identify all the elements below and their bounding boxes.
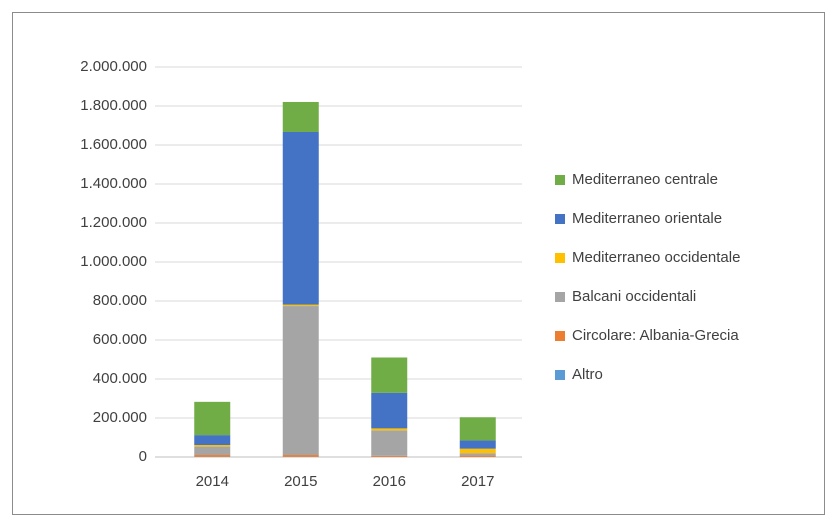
legend-swatch	[555, 331, 565, 341]
legend-label: Mediterraneo orientale	[572, 210, 722, 227]
y-tick-label: 0	[139, 448, 147, 465]
y-tick-label: 200.000	[93, 409, 147, 426]
legend-swatch	[555, 253, 565, 263]
bar-segment	[194, 402, 230, 435]
bar-segment	[283, 305, 319, 306]
bar-segment	[283, 306, 319, 455]
legend-label: Balcani occidentali	[572, 288, 696, 305]
legend-label: Mediterraneo centrale	[572, 171, 718, 188]
y-tick-label: 800.000	[93, 292, 147, 309]
y-tick-label: 1.600.000	[80, 136, 147, 153]
bar-segment	[283, 132, 319, 305]
bar-segment	[460, 440, 496, 448]
bar-segment	[194, 447, 230, 455]
bar-segment	[460, 453, 496, 455]
bar-segment	[460, 449, 496, 454]
x-tick-label: 2016	[373, 473, 406, 490]
legend-swatch	[555, 214, 565, 224]
bar-segment	[371, 393, 407, 429]
y-tick-label: 1.200.000	[80, 214, 147, 231]
y-tick-label: 1.000.000	[80, 253, 147, 270]
y-tick-label: 1.400.000	[80, 175, 147, 192]
legend-swatch	[555, 370, 565, 380]
legend-label: Mediterraneo occidentale	[572, 249, 740, 266]
bar-segment	[194, 445, 230, 447]
y-tick-label: 2.000.000	[80, 58, 147, 75]
legend-swatch	[555, 175, 565, 185]
x-tick-label: 2017	[461, 473, 494, 490]
bar-segment	[194, 435, 230, 445]
legend-swatch	[555, 292, 565, 302]
y-tick-label: 600.000	[93, 331, 147, 348]
x-tick-label: 2015	[284, 473, 317, 490]
legend-label: Circolare: Albania-Grecia	[572, 327, 739, 344]
y-tick-label: 400.000	[93, 370, 147, 387]
bar-segment	[371, 428, 407, 430]
bar-segment	[283, 102, 319, 132]
x-tick-label: 2014	[196, 473, 229, 490]
legend-label: Altro	[572, 366, 603, 383]
bar-segment	[371, 430, 407, 455]
bar-segment	[460, 417, 496, 440]
y-tick-label: 1.800.000	[80, 97, 147, 114]
bar-segment	[283, 455, 319, 457]
bar-segment	[460, 456, 496, 457]
bar-segment	[194, 455, 230, 457]
bar-segment	[371, 456, 407, 457]
bar-segment	[371, 357, 407, 392]
